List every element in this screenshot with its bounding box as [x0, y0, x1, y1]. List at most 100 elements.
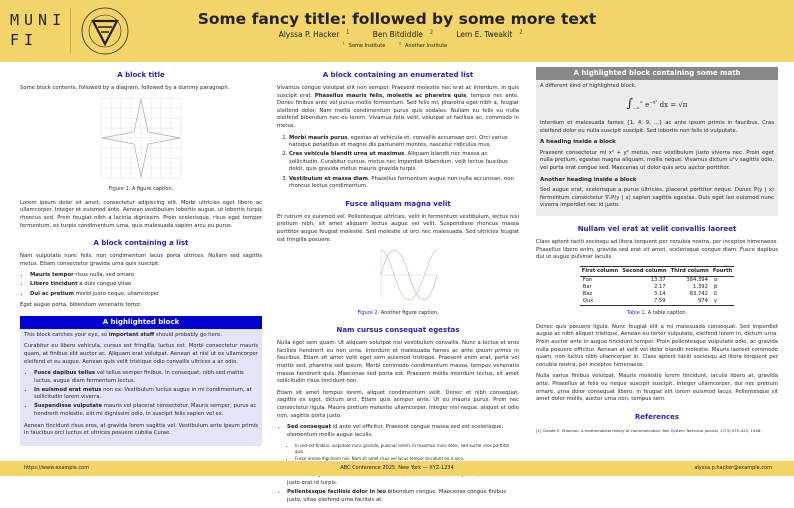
affiliation-mark: 2 — [429, 29, 433, 36]
block-title: A block containing an enumerated list — [322, 71, 474, 79]
footer-url[interactable]: https://www.example.com — [24, 465, 90, 471]
right-column: A highlighted block containing some math… — [536, 62, 778, 434]
author-name: Lem E. Tweakit — [456, 30, 513, 39]
sub-list-item: In sed est finibus, vulputate nunc gravi… — [295, 443, 519, 454]
cell: β — [713, 284, 718, 291]
item-text: non ex. Vestibulum luctus augue in mi co… — [34, 386, 252, 401]
block-text: Nam vulputate nunc felis, non condimentu… — [20, 253, 262, 267]
figure-caption: Figure 1. A figure caption. — [20, 186, 262, 194]
item-bold: Morbi mauris purus — [289, 134, 348, 141]
affiliation-mark: 2 — [398, 41, 402, 46]
block-title: Fusce aliquam magna velit — [345, 199, 451, 208]
author-name: Ben Bitdiddle — [372, 30, 423, 39]
star-shape — [101, 98, 181, 177]
cell: 384,394 — [686, 277, 708, 284]
data-table: First column Second column Third column … — [579, 265, 735, 307]
column-header: Second column — [620, 265, 669, 278]
block-paragraph: Class aptent taciti sociosqu ad litora t… — [536, 238, 778, 261]
author-list: Alyssa P. Hacker 1 Ben Bitdiddle 2 Lem E. … — [0, 30, 794, 40]
item-bold: Cras vehicula blandit urna ut maximus — [289, 151, 405, 158]
text: Vivamus congue volutpat elit non semper.… — [277, 85, 519, 99]
institute-name: Another Institute — [405, 43, 448, 49]
block-paragraph: Donec quis posuere ligula. Nunc feugiat … — [536, 323, 778, 368]
block-title: A block title — [117, 71, 165, 79]
column-header: First column — [579, 265, 621, 278]
item-text: vel tellus semper finibus. In consequat,… — [34, 370, 244, 384]
list-item: Vestibulum et massa diam. Phasellus ferm… — [289, 176, 519, 191]
cell: 2.17 — [654, 284, 666, 291]
cell: 3.14 — [654, 291, 666, 298]
column-header: Fourth — [710, 265, 735, 278]
block-paragraph: Nulla eget sem quam. Ut aliquam volutpat… — [277, 340, 519, 386]
list-item: Fusce dapibus tellus vel tellus semper f… — [34, 370, 258, 385]
poster-header: MUNI FI Some fancy title: followed by som… — [0, 0, 794, 62]
footer-email[interactable]: alyssa.p.hacker@example.com — [694, 465, 772, 471]
list-item: Libero tincidunt a duis congue vitae — [30, 281, 262, 289]
bold-text: Phasellus mauris felis, molestie ac phar… — [314, 92, 467, 99]
item-text: . Phasellus fermentum augue non nulla ac… — [289, 175, 514, 190]
item-text: risus nulla, sed ornare — [73, 272, 135, 279]
block-paragraph: Lorem ipsum dolor sit amet, consectetur … — [20, 199, 262, 229]
highlighted-block: A highlighted block This block catches y… — [20, 315, 262, 446]
column-header: Third column — [668, 265, 711, 278]
table-caption: Table 1. A table caption. — [536, 310, 778, 318]
text: This block catches your eye, so — [24, 331, 109, 338]
math-block: A highlighted block containing some math… — [536, 67, 778, 216]
block-title: A block containing a list — [93, 239, 189, 248]
figure-label: Figure 2. — [357, 309, 380, 316]
item-bold: Suspendisse vulputate — [34, 403, 103, 410]
sub-list-item: Fusce ornare dignissim nisi. Nam sit ame… — [295, 456, 519, 462]
item-bold: Fusce dapibus tellus — [34, 370, 96, 377]
figure-caption: Figure 2. Another figure caption. — [277, 310, 519, 318]
block-paragraph: Et rutrum ex euismod vel. Pellentesque u… — [277, 213, 519, 243]
item-text: id ante vel efficitur. Praesent congue m… — [287, 424, 504, 438]
cell: 1,392 — [693, 284, 708, 291]
block-text: Eget augue porta, bibendum venenatis tor… — [20, 302, 142, 309]
block-text: Praesent consectetur mi x² + y² metus, n… — [540, 149, 774, 171]
author: Lem E. Tweakit 2 — [449, 30, 522, 39]
text: in faucibus. Etiam sit amet velit eget s… — [277, 347, 519, 385]
table-row: Baz 3.14 83,742 δ — [580, 291, 734, 298]
item-text: , egestas at vehicula et, convallis accu… — [289, 134, 508, 149]
cell: Baz — [582, 291, 593, 298]
item-text: a duis congue vitae — [77, 281, 132, 288]
block-text: A different kind of highlighted block. — [540, 83, 637, 89]
item-bold: Sed consequat — [287, 424, 332, 431]
item-bold: Dui ac pretium — [30, 290, 75, 297]
logo-line-1: MUNI — [10, 11, 67, 29]
cell: 13.37 — [650, 277, 666, 284]
affiliation-mark: 1 — [346, 29, 350, 36]
enumerated-list: Morbi mauris purus, egestas at vehicula … — [289, 135, 519, 191]
item-text: morbi justo neque, ullamcorper — [74, 290, 160, 297]
table-header-row: First column Second column Third column … — [579, 265, 735, 278]
list-item: Suspendisse vulputate mauris vel placera… — [34, 403, 258, 418]
text: should probably go here. — [154, 331, 222, 338]
block-text: Interdum et malesuada fames {1, 4, 9, …}… — [540, 119, 774, 134]
item-bold: In euismod erat metus — [34, 386, 102, 393]
block-paragraph: Nulla varius finibus volutpat. Mauris mo… — [536, 373, 778, 403]
list-item: Dui ac pretium morbi justo neque, ullamc… — [30, 291, 262, 299]
caption-text: A table caption. — [647, 310, 688, 317]
gaussian-integral-equation: ∫−∞∞ e−x² dx = √π — [626, 95, 688, 110]
item-bold: Mauris tempor — [30, 272, 74, 279]
bullet-list: Fusce dapibus tellus vel tellus semper f… — [34, 370, 258, 419]
list-item: In euismod erat metus non ex. Vestibulum… — [34, 387, 258, 402]
caption-text: Another figure caption. — [380, 309, 439, 316]
block-text: Sed augue erat, scelerisque a purus ultr… — [540, 187, 774, 209]
cell: 974 — [668, 298, 711, 307]
block-paragraph: Vivamus congue volutpat elit non semper.… — [277, 85, 519, 131]
item-bold: Pellentesque facilisis dolor in leo — [287, 489, 386, 496]
bullet-list: Mauris tempor risus nulla, sed ornare Li… — [30, 272, 262, 298]
item-text: . Aliquam blandit nec massa ac sollicitu… — [289, 151, 508, 173]
affiliation-mark: 2 — [519, 29, 523, 36]
author: Alyssa P. Hacker 1 — [272, 30, 350, 39]
table-label: Table 1. — [626, 310, 647, 317]
list-item: Morbi mauris purus, egestas at vehicula … — [289, 135, 519, 150]
cell: α — [713, 277, 718, 284]
institute: 2 Another Institute — [398, 41, 451, 49]
footer-conference: ABC Conference 2025, New York — XYZ-1234 — [340, 465, 454, 471]
block-text: This block catches your eye, so importan… — [24, 332, 258, 340]
list-item: Pellentesque facilisis dolor in leo bibe… — [287, 489, 519, 504]
faculty-seal-icon — [81, 7, 129, 55]
block-title: Nullam vel erat at velit convallis laore… — [577, 224, 737, 233]
